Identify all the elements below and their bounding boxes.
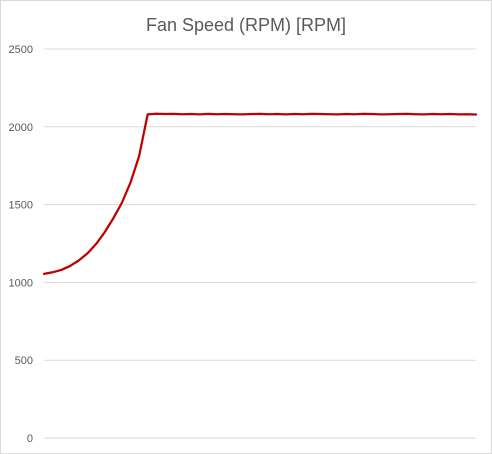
grid-layer xyxy=(44,48,476,439)
y-axis-ticks: 0 500 1000 1500 2000 2500 xyxy=(9,44,33,445)
series-line xyxy=(42,112,478,275)
y-tick-label: 500 xyxy=(15,355,33,367)
chart-title: Fan Speed (RPM) [RPM] xyxy=(146,15,346,35)
y-tick-label: 1000 xyxy=(9,277,33,289)
series-layer xyxy=(42,112,478,275)
y-tick-label: 0 xyxy=(27,433,33,445)
y-tick-label: 2000 xyxy=(9,122,33,134)
y-tick-label: 2500 xyxy=(9,44,33,56)
y-tick-label: 1500 xyxy=(9,200,33,212)
